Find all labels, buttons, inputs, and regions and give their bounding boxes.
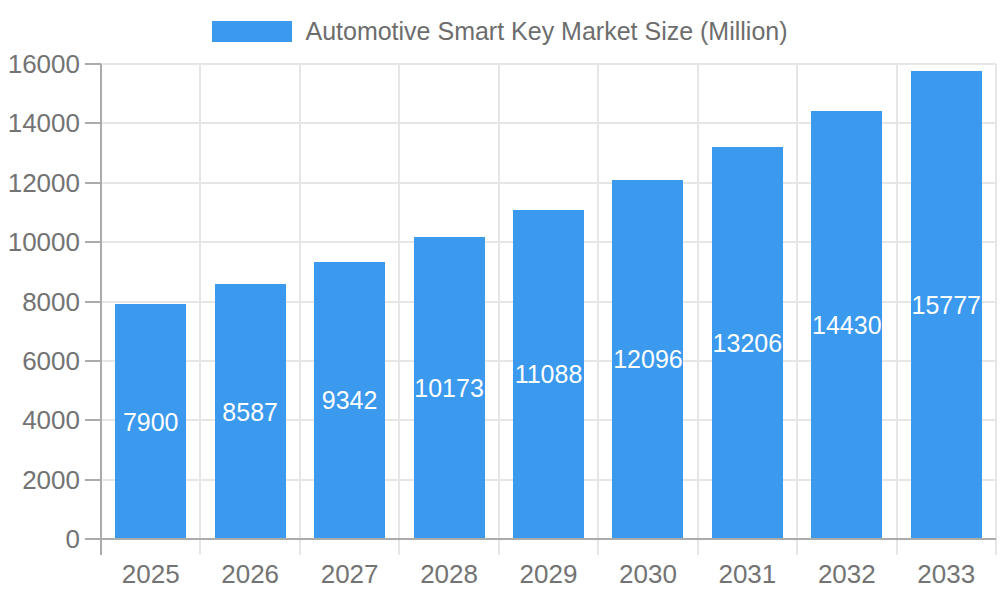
legend-label: Automotive Smart Key Market Size (Millio… <box>305 17 787 45</box>
bar-value-label: 9342 <box>314 387 385 413</box>
x-axis-label: 2025 <box>101 561 200 587</box>
chart-legend[interactable]: Automotive Smart Key Market Size (Millio… <box>0 17 1000 45</box>
bar-value-label: 13206 <box>712 330 783 356</box>
v-gridline <box>995 64 997 555</box>
y-axis-label: 4000 <box>0 407 80 433</box>
y-axis-label: 2000 <box>0 467 80 493</box>
v-gridline <box>796 64 798 555</box>
y-axis-label: 12000 <box>0 170 80 196</box>
v-gridline <box>299 64 301 555</box>
y-axis-label: 14000 <box>0 110 80 136</box>
v-gridline <box>398 64 400 555</box>
y-axis-tick <box>85 479 101 481</box>
y-axis-tick <box>85 122 101 124</box>
y-axis-label: 10000 <box>0 229 80 255</box>
bar-value-label: 14430 <box>811 312 882 338</box>
y-axis-tick <box>85 241 101 243</box>
y-axis-tick <box>85 301 101 303</box>
y-axis-line <box>100 64 102 555</box>
x-axis-label: 2032 <box>797 561 896 587</box>
plot-area: 7900 8587 9342 10173 11088 12096 13206 14430 157… <box>101 64 996 539</box>
v-gridline <box>498 64 500 555</box>
bar-value-label: 12096 <box>612 346 683 372</box>
y-axis-tick <box>85 360 101 362</box>
y-axis-label: 6000 <box>0 348 80 374</box>
bar-value-label: 10173 <box>414 375 485 401</box>
y-axis-tick <box>85 538 101 540</box>
y-axis-label: 16000 <box>0 51 80 77</box>
x-axis-label: 2031 <box>698 561 797 587</box>
legend-swatch-icon <box>212 21 292 42</box>
v-gridline <box>597 64 599 555</box>
y-axis-tick <box>85 63 101 65</box>
bar-chart: Automotive Smart Key Market Size (Millio… <box>0 0 1000 600</box>
y-axis-tick <box>85 419 101 421</box>
y-axis-tick <box>85 182 101 184</box>
y-axis-label: 8000 <box>0 289 80 315</box>
bar-value-label: 8587 <box>215 399 286 425</box>
bar-value-label: 11088 <box>513 361 584 387</box>
v-gridline <box>199 64 201 555</box>
x-axis-label: 2030 <box>598 561 697 587</box>
bar-value-label: 7900 <box>115 409 186 435</box>
v-gridline <box>896 64 898 555</box>
bar-value-label: 15777 <box>911 292 982 318</box>
v-gridline <box>697 64 699 555</box>
x-axis-label: 2026 <box>200 561 299 587</box>
x-axis-label: 2028 <box>399 561 498 587</box>
x-axis-label: 2033 <box>897 561 996 587</box>
x-axis-label: 2027 <box>300 561 399 587</box>
x-axis-line <box>100 538 996 540</box>
y-axis-label: 0 <box>0 526 80 552</box>
h-gridline <box>101 63 996 65</box>
x-axis-label: 2029 <box>499 561 598 587</box>
